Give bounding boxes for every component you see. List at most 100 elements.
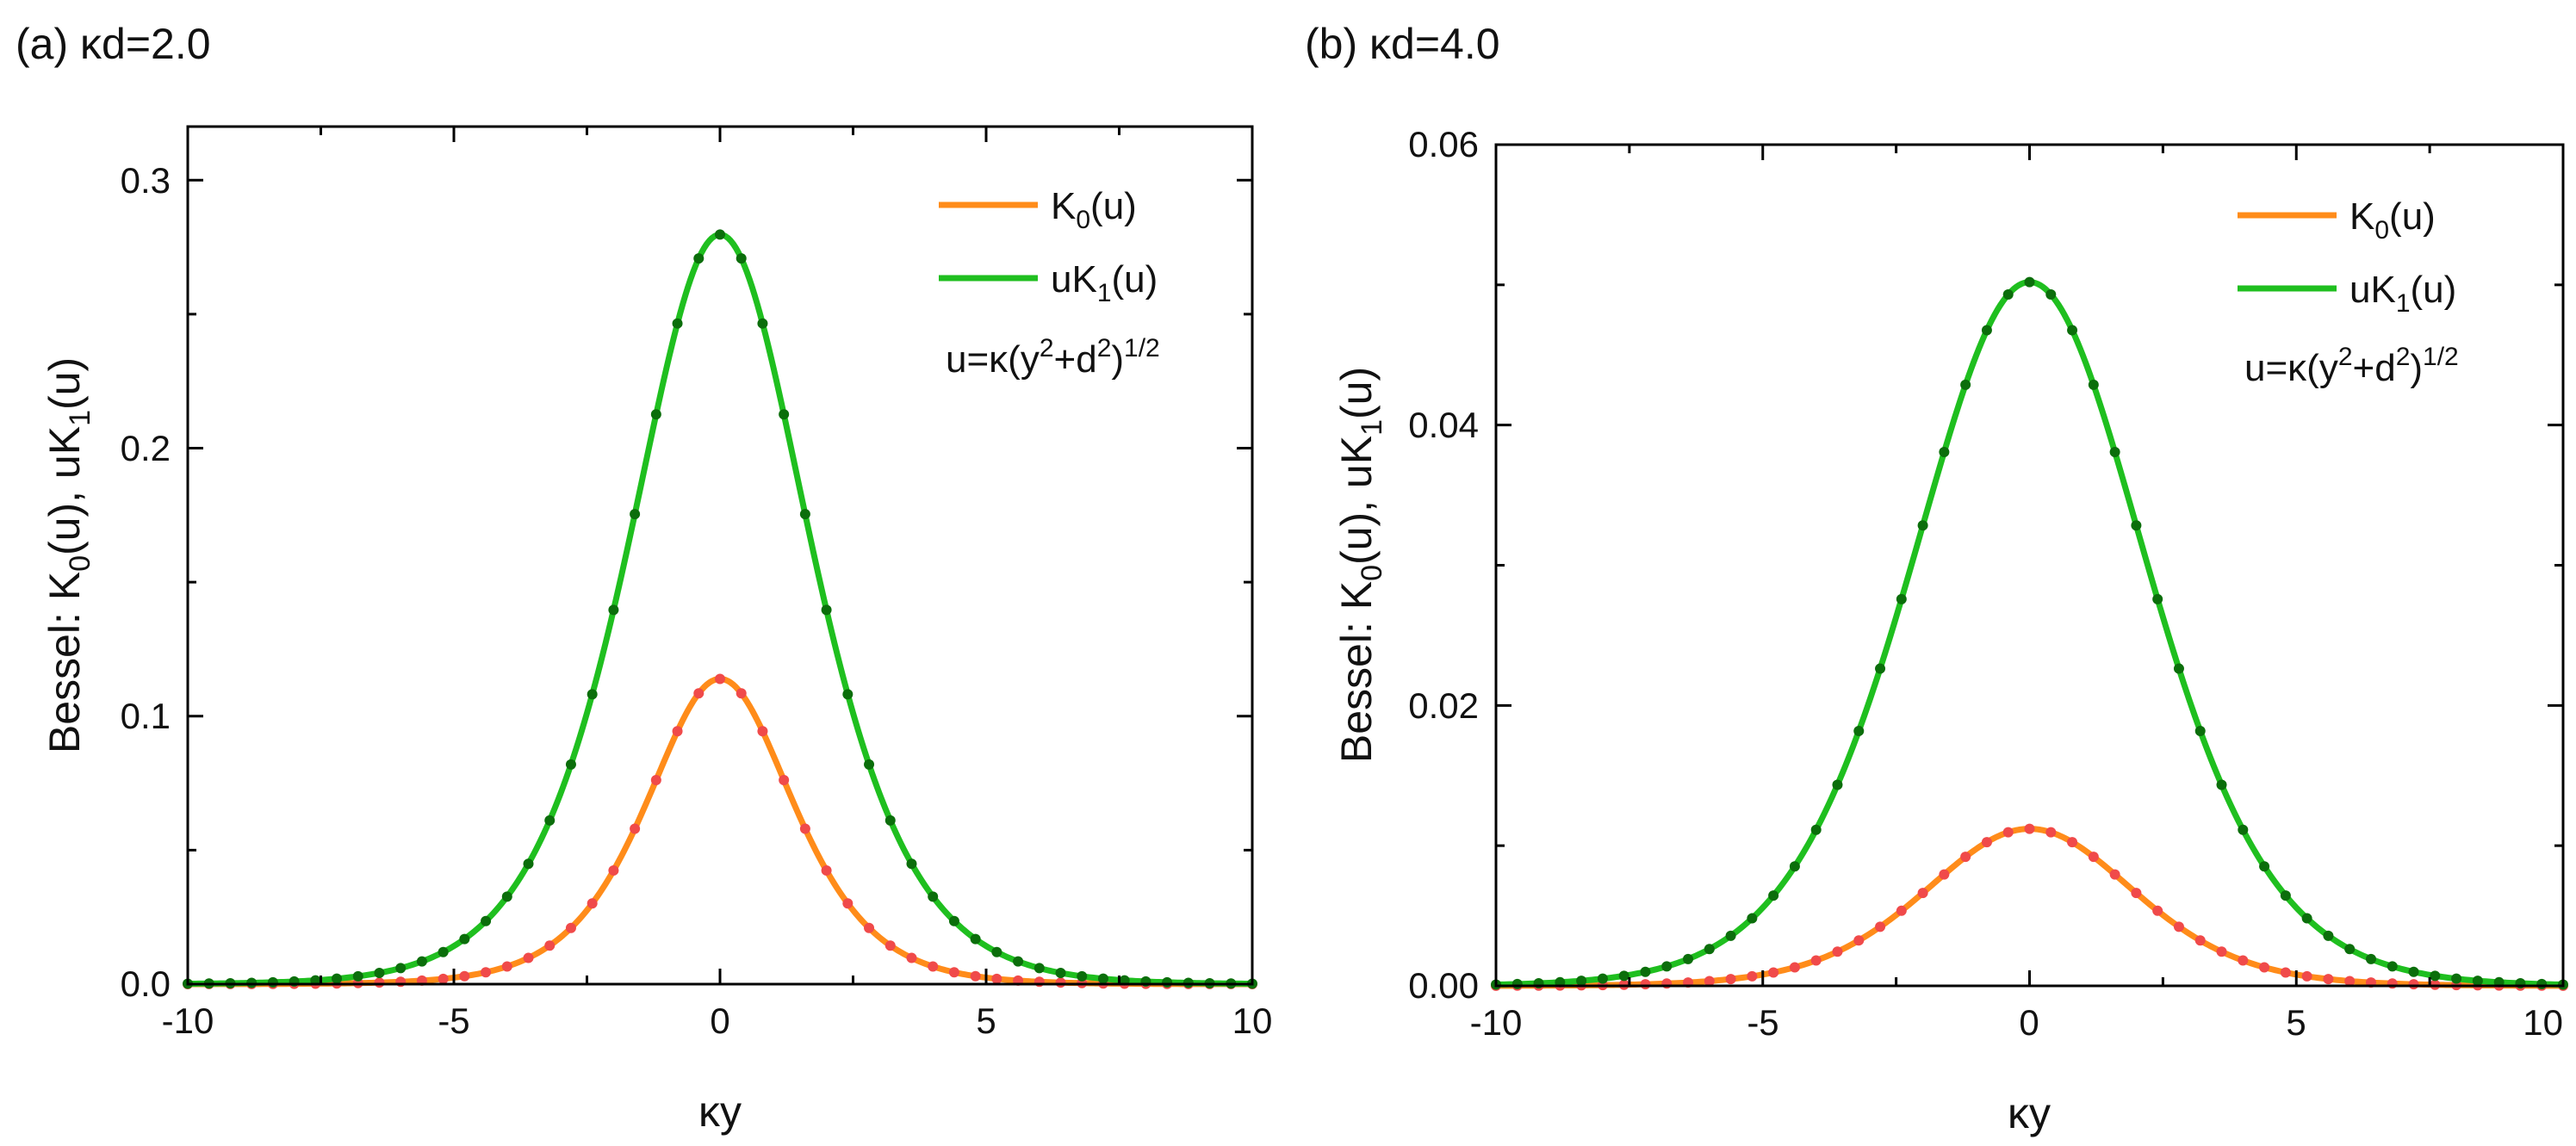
panel-a-label: (a)	[16, 20, 68, 68]
panel-b-legend: K0(u) uK1(u) u=κ(y2+d2)1/2	[2238, 195, 2459, 389]
panel-b-frame	[1494, 143, 2565, 988]
panel-a-series-uk1-point	[374, 967, 385, 978]
panel-a-series-uk1-point	[928, 891, 939, 902]
panel-a-param: κd=2.0	[80, 20, 211, 68]
panel-a-series-k0-point	[565, 922, 576, 933]
panel-b-series-k0-point	[2088, 852, 2099, 863]
panel-b-series-uk1-point	[2259, 861, 2270, 872]
panel-b-series-uk1-point	[2002, 289, 2014, 300]
panel-a: (a) κd=2.0 -10 -5 0 5 10 0.0 0.1 0.2 0.3…	[16, 20, 1272, 1136]
panel-a-series-uk1-point	[416, 956, 427, 967]
panel-b-series-k0-point	[2301, 970, 2312, 982]
panel-a-series-uk1-point	[650, 409, 661, 420]
panel-b-series-uk1-point	[2280, 890, 2291, 901]
panel-b: (b) κd=4.0 -10 -5 0 5 10 0.00 0.02 0.04 …	[1305, 20, 2568, 1137]
panel-b-series-uk1-point	[1939, 447, 1950, 458]
panel-b-series-k0-point	[1832, 946, 1843, 957]
panel-b-series-uk1-point	[1768, 890, 1779, 901]
panel-a-xtick-label: 10	[1232, 1000, 1273, 1041]
panel-b-series-k0-point	[2067, 837, 2078, 848]
panel-a-series-uk1-point	[779, 409, 790, 420]
panel-b-series-uk1-point	[1597, 973, 1608, 984]
panel-a-series-k0-point	[864, 922, 875, 933]
panel-a-series-uk1-point	[693, 253, 705, 264]
panel-b-series-uk1-point	[1661, 961, 1673, 972]
panel-b-series-uk1-point	[2451, 973, 2462, 984]
panel-b-ytick-label: 0.00	[1408, 965, 1479, 1006]
panel-b-series-uk1-point	[1981, 325, 1992, 336]
panel-a-series-uk1-point	[970, 933, 981, 945]
panel-a-series-k0-point	[459, 970, 470, 982]
panel-b-series-uk1-point	[2536, 978, 2548, 989]
panel-a-series-k0-point	[374, 977, 385, 988]
panel-b-series-uk1-point	[1704, 944, 1715, 955]
panel-b-series-uk1-point	[1683, 953, 1694, 964]
panel-a-ytick-label: 0.1	[121, 696, 171, 736]
panel-b-param: κd=4.0	[1369, 20, 1500, 68]
panel-b-series-k0-point	[1875, 921, 1886, 932]
panel-a-series-uk1-point	[608, 604, 619, 616]
panel-b-series-uk1-point	[2194, 726, 2206, 736]
panel-b-ticks	[1494, 143, 2565, 988]
panel-a-series-k0-point	[736, 688, 747, 699]
panel-a-series-k0-point	[438, 973, 449, 984]
panel-b-xtick-label: -5	[1747, 1002, 1778, 1043]
panel-b-ytick-label: 0.02	[1408, 685, 1479, 726]
panel-a-series-uk1-point	[885, 815, 896, 826]
panel-a-xtick-label: 5	[976, 1000, 996, 1041]
panel-a-xtick-label: 0	[710, 1000, 729, 1041]
panel-a-ytick-label: 0.3	[121, 160, 171, 201]
panel-b-xtick-label: 0	[2019, 1002, 2039, 1043]
panel-b-series-uk1-point	[2387, 961, 2398, 972]
panel-b-legend-uk1: uK1(u)	[2349, 269, 2456, 318]
panel-b-series-uk1-point	[2024, 276, 2035, 288]
panel-b-series-uk1-point	[2152, 593, 2163, 604]
panel-b-series-uk1-point	[2109, 447, 2120, 458]
panel-a-series-k0-point	[630, 823, 641, 834]
panel-a-series-k0-point	[799, 823, 810, 834]
panel-a-series-k0-point	[948, 967, 959, 978]
panel-a-series-uk1-point	[1013, 956, 1024, 967]
panel-a-series-uk1-point	[395, 963, 407, 974]
panel-a-legend-k0: K0(u)	[1051, 185, 1137, 234]
panel-a-series-uk1-point	[715, 229, 725, 240]
panel-b-ylabel: Bessel: K0(u), uK1(u)	[1332, 367, 1388, 763]
panel-a-series-k0-line	[187, 675, 1253, 988]
panel-b-series-k0-point	[1981, 837, 1992, 848]
panel-b-series-uk1-point	[2365, 953, 2376, 964]
panel-b-series-k0-point	[2344, 976, 2356, 987]
panel-a-ytick-label: 0.2	[121, 428, 171, 468]
panel-a-ylabel: Bessel: K0(u), uK1(u)	[40, 357, 96, 753]
panel-b-series-k0-point	[1853, 935, 1865, 946]
panel-a-series-k0-point	[779, 775, 790, 786]
panel-b-series-uk1-point	[2301, 913, 2312, 924]
panel-a-series-k0-point	[672, 726, 683, 737]
panel-a-series-uk1-point	[523, 858, 534, 870]
panel-b-series-uk1-point	[2323, 930, 2334, 941]
panel-a-series-uk1-point	[459, 933, 470, 945]
panel-b-series-k0-point	[2002, 827, 2014, 838]
panel-b-series-k0-point	[1747, 970, 1758, 982]
panel-a-series-k0-point	[928, 961, 939, 972]
panel-b-series-uk1-point	[1725, 930, 1736, 941]
panel-a-series-k0-point	[757, 726, 768, 737]
panel-a-series-uk1-point	[630, 509, 641, 520]
panel-a-legend-uk1: uK1(u)	[1051, 258, 1158, 307]
panel-a-series-uk1-point	[438, 946, 449, 957]
panel-b-series-uk1-point	[1917, 520, 1928, 531]
panel-a-series-k0-point	[991, 973, 1002, 984]
panel-b-series-k0-point	[1640, 979, 1651, 990]
panel-a-series-uk1-point	[565, 759, 576, 770]
panel-b-series-k0-point	[1661, 978, 1673, 989]
panel-b-series-k0-point	[2216, 946, 2227, 957]
panel-a-series-k0-point	[650, 775, 661, 786]
panel-b-series-k0-point	[2280, 967, 2291, 978]
panel-b-annotation: u=κ(y2+d2)1/2	[2244, 343, 2459, 389]
panel-a-annotation: u=κ(y2+d2)1/2	[946, 334, 1160, 381]
panel-a-series-uk1-point	[267, 976, 278, 988]
panel-a-series-uk1-point	[1077, 970, 1088, 982]
panel-a-ticks	[186, 127, 1254, 986]
panel-a-series-uk1-point	[948, 915, 959, 926]
panel-a-series-k0-point	[715, 673, 725, 685]
panel-b-series-uk1-point	[1747, 913, 1758, 924]
